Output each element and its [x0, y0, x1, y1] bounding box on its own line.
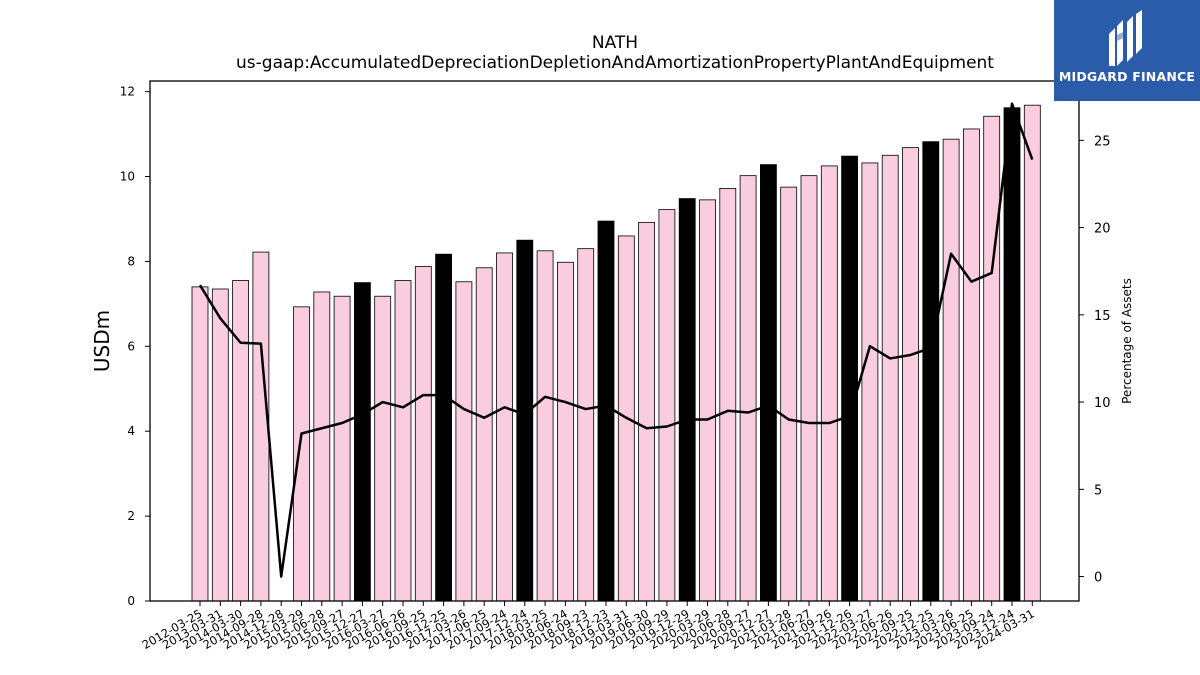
bar-2020-06-28 [719, 187, 737, 602]
left-axis-tick-label: 12 [120, 85, 135, 99]
bar-2018-09-23 [577, 248, 595, 602]
bar-2014-03-30 [232, 280, 250, 602]
bar-2022-06-26 [881, 154, 899, 602]
bar-2023-12-24 [1003, 107, 1021, 602]
y-axis-label-right: Percentage of Assets [1120, 278, 1134, 404]
left-axis-tick-label: 4 [127, 424, 135, 438]
bar-2022-12-25 [922, 141, 940, 602]
bar-2016-12-25 [435, 253, 453, 602]
right-axis-tick-label: 25 [1094, 134, 1111, 149]
bar-2018-03-25 [536, 250, 554, 602]
midgard-logo-icon [1109, 10, 1142, 66]
bar-2022-03-27 [861, 162, 879, 602]
right-axis: 0 5 10 15 20 25 [1079, 134, 1111, 586]
percentage-of-assets-line [198, 102, 1034, 578]
bar-2019-09-29 [658, 209, 676, 602]
bar-2021-09-26 [820, 165, 838, 602]
bar-2015-09-27 [333, 295, 351, 602]
bar-2018-06-24 [557, 261, 574, 602]
bar-2021-06-27 [800, 175, 818, 602]
bar-2021-12-26 [841, 155, 858, 602]
bar-2021-03-28 [780, 186, 798, 602]
bar-2019-06-30 [638, 221, 655, 602]
right-axis-tick-label: 5 [1094, 483, 1102, 498]
right-axis-tick-label: 10 [1094, 396, 1111, 411]
left-axis-tick-label: 6 [127, 339, 135, 353]
x-axis: 2012-03-252013-03-312014-03-302014-09-28… [140, 601, 1037, 652]
chart-title: NATH [592, 33, 638, 53]
bar-2020-09-27 [739, 175, 757, 602]
left-axis-tick-label: 2 [127, 509, 135, 523]
bar-2023-09-24 [983, 115, 1001, 602]
brand-name: MIDGARD FINANCE [1058, 69, 1196, 84]
left-axis-tick-label: 8 [127, 254, 135, 268]
bar-2022-09-25 [902, 147, 919, 602]
right-axis-tick-label: 0 [1094, 571, 1102, 586]
bar-2024-03-31 [1023, 104, 1041, 602]
left-axis: 0 2 4 6 8 10 12 [120, 85, 150, 608]
bar-2020-12-27 [760, 164, 777, 602]
bar-2017-03-26 [455, 281, 473, 602]
plot-frame [149, 80, 1080, 602]
bar-2017-12-24 [516, 239, 534, 602]
bar-2016-06-26 [394, 280, 412, 602]
y-axis-label-left: USDm [90, 310, 114, 372]
bar-2015-12-27 [353, 282, 371, 602]
bar-2012-03-25 [191, 286, 209, 602]
percentage-line-group [198, 102, 1034, 578]
chart-subtitle: us-gaap:AccumulatedDepreciationDepletion… [236, 53, 994, 73]
bar-2014-09-28 [252, 251, 270, 602]
bar-2015-06-28 [313, 291, 331, 602]
bar-2019-12-29 [678, 198, 696, 602]
bar-2023-03-26 [942, 138, 960, 602]
right-axis-tick-label: 15 [1094, 309, 1111, 324]
left-axis-tick-label: 0 [127, 594, 135, 608]
bar-2016-09-25 [414, 266, 432, 602]
bar-2023-06-25 [963, 128, 980, 602]
bar-2017-06-25 [475, 267, 493, 602]
brand-logo: MIDGARD FINANCE [1054, 0, 1200, 101]
bar-2013-03-31 [211, 288, 229, 602]
right-axis-tick-label: 20 [1094, 222, 1111, 237]
bar-2020-03-29 [699, 199, 716, 602]
bar-2017-09-24 [496, 252, 513, 602]
left-axis-tick-label: 10 [120, 170, 135, 184]
bar-2018-12-23 [597, 220, 615, 602]
bar-2015-03-29 [293, 306, 310, 602]
bar-2016-03-27 [374, 295, 392, 602]
